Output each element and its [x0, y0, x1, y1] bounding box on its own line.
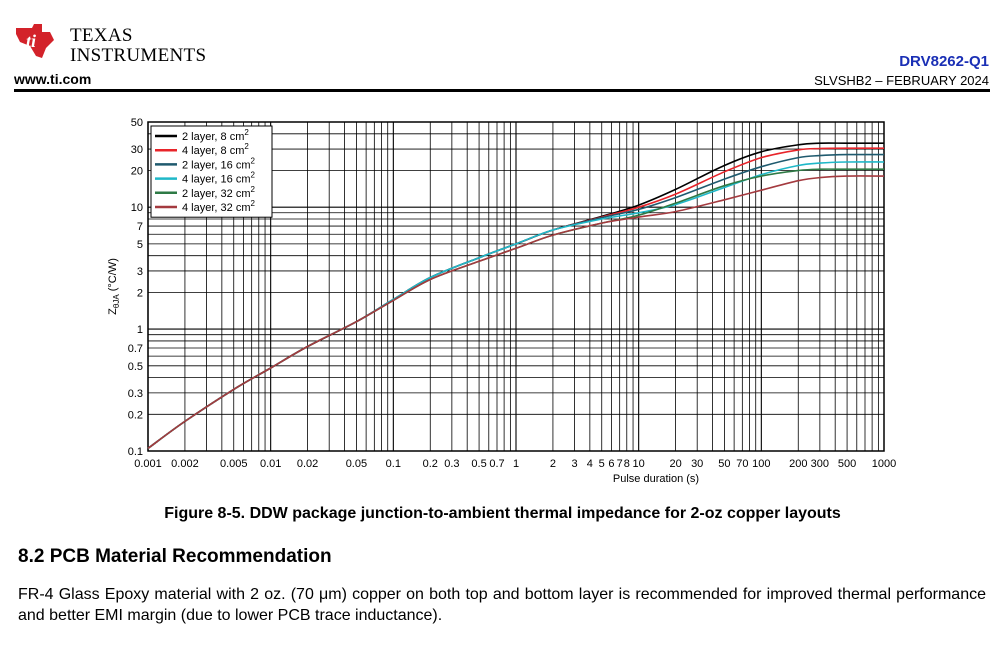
x-tick-label: 6: [608, 458, 614, 470]
legend-entry-1: 2 layer, 8 cm2: [182, 128, 249, 143]
x-tick-label: 20: [669, 458, 681, 470]
series-line-6: [147, 175, 885, 450]
y-tick-label: 3: [137, 266, 143, 278]
header-rule: [14, 89, 990, 92]
x-tick-label: 0.02: [297, 458, 318, 470]
legend-label-sup: 2: [250, 199, 255, 208]
section-heading: 8.2 PCB Material Recommendation: [18, 546, 332, 567]
logo-line2: INSTRUMENTS: [70, 45, 207, 66]
legend-entry-5: 2 layer, 32 cm2: [182, 185, 255, 200]
y-tick-label: 50: [131, 117, 143, 129]
y-axis-label-sub: θJA: [112, 294, 121, 308]
legend-label: 2 layer, 16 cm: [182, 159, 250, 171]
section-body: FR-4 Glass Epoxy material with 2 oz. (70…: [18, 586, 986, 624]
y-axis-label: ZθJA (°C/W): [107, 258, 121, 315]
thermal-impedance-chart: 0.001 0.002 0.005 0.01 0.02 0.05 0.1 0.2 0.3 0.5 0…: [107, 117, 896, 485]
y-tick-label: 7: [137, 221, 143, 233]
y-tick-label: 30: [131, 144, 143, 156]
x-tick-label: 8: [624, 458, 630, 470]
plot-frame: [147, 121, 885, 452]
x-tick-label: 500: [838, 458, 856, 470]
x-tick-label: 0.005: [220, 458, 248, 470]
y-tick-label: 20: [131, 166, 143, 178]
x-tick-label: 0.7: [489, 458, 504, 470]
logo-line1: TEXAS: [70, 25, 133, 46]
y-tick-label: 1: [137, 324, 143, 336]
y-axis-label-unit: (°C/W): [107, 258, 119, 294]
x-tick-label: 200: [789, 458, 807, 470]
y-tick-label: 5: [137, 239, 143, 251]
x-tick-label: 0.2: [423, 458, 438, 470]
legend-label: 4 layer, 32 cm: [182, 202, 250, 214]
x-tick-label: 100: [752, 458, 770, 470]
x-tick-label: 0.002: [171, 458, 199, 470]
website-link[interactable]: www.ti.com: [14, 71, 92, 87]
legend-label: 2 layer, 32 cm: [182, 188, 250, 200]
x-tick-label: 10: [633, 458, 645, 470]
doc-number: SLVSHB2 – FEBRUARY 2024: [814, 73, 989, 88]
y-tick-label: 0.5: [128, 361, 143, 373]
legend-entry-2: 4 layer, 8 cm2: [182, 142, 249, 157]
ti-logo: ti TEXAS INSTRUMENTS: [12, 20, 206, 68]
legend-label: 2 layer, 8 cm: [182, 131, 244, 143]
legend-label: 4 layer, 16 cm: [182, 174, 250, 186]
legend-entry-6: 4 layer, 32 cm2: [182, 199, 255, 214]
legend-label: 4 layer, 8 cm: [182, 145, 244, 157]
legend-entry-3: 2 layer, 16 cm2: [182, 156, 255, 171]
legend-label-sup: 2: [244, 142, 249, 151]
legend-entry-4: 4 layer, 16 cm2: [182, 171, 255, 186]
x-tick-label: 0.001: [134, 458, 162, 470]
x-tick-label: 0.1: [386, 458, 401, 470]
y-tick-label: 0.2: [128, 409, 143, 421]
x-tick-label: 5: [599, 458, 605, 470]
x-tick-label: 1: [513, 458, 519, 470]
legend-label-sup: 2: [250, 156, 255, 165]
y-tick-label: 10: [131, 202, 143, 214]
x-tick-label: 1000: [872, 458, 896, 470]
doc-id-link[interactable]: DRV8262-Q1: [899, 53, 989, 70]
x-tick-label: 50: [718, 458, 730, 470]
y-tick-label: 0.3: [128, 388, 143, 400]
legend-label-sup: 2: [244, 128, 249, 137]
ti-state-icon: ti: [16, 24, 54, 58]
x-tick-label: 2: [550, 458, 556, 470]
x-tick-label: 0.3: [444, 458, 459, 470]
y-tick-label: 0.7: [128, 343, 143, 355]
x-tick-label: 70: [736, 458, 748, 470]
y-tick-label: 0.1: [128, 446, 143, 458]
y-axis-label-main: Z: [107, 308, 119, 315]
x-tick-label: 300: [811, 458, 829, 470]
legend-label-sup: 2: [250, 171, 255, 180]
x-tick-label: 7: [617, 458, 623, 470]
x-tick-label: 30: [691, 458, 703, 470]
x-tick-label: 0.5: [471, 458, 486, 470]
x-tick-label: 0.05: [346, 458, 367, 470]
x-axis-label: Pulse duration (s): [613, 473, 699, 485]
x-tick-label: 0.01: [260, 458, 281, 470]
svg-text:ti: ti: [26, 31, 36, 51]
legend-box: [150, 125, 273, 218]
y-tick-label: 2: [137, 287, 143, 299]
legend-label-sup: 2: [250, 185, 255, 194]
x-tick-label: 4: [587, 458, 593, 470]
x-tick-label: 3: [571, 458, 577, 470]
figure-caption: Figure 8-5. DDW package junction-to-ambi…: [164, 505, 841, 522]
